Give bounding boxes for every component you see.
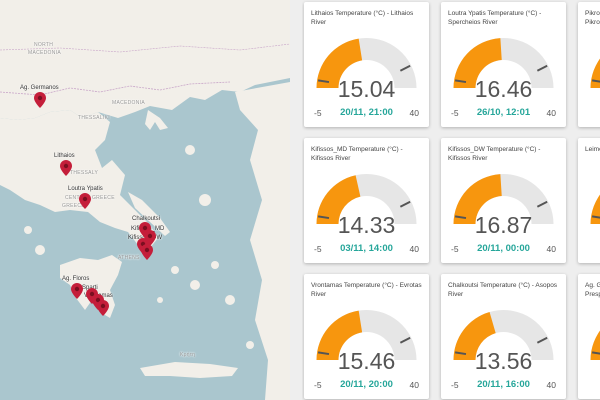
map-pin-icon <box>60 160 72 176</box>
gauge-threshold-mark <box>399 64 411 72</box>
gauge-dial <box>316 310 417 360</box>
map-pin-icon <box>79 193 91 209</box>
gauge-threshold-mark <box>454 215 467 220</box>
gauge-fill <box>453 311 496 360</box>
gauge-card[interactable]: Kifissos_MD Temperature (°C) - Kifissos … <box>304 138 429 263</box>
map-pin-icon <box>97 300 109 316</box>
gauge-dial <box>316 174 417 224</box>
gauge-card-title: Vrontamas Temperature (°C) - Evrotas Riv… <box>311 282 422 298</box>
gauge-threshold-mark <box>591 351 600 355</box>
gauge-min-label: -5 <box>451 380 459 390</box>
gauge-max-label: 40 <box>546 108 556 118</box>
gauge-max-label: 40 <box>409 380 419 390</box>
gauge-threshold-mark <box>536 336 548 344</box>
gauge-threshold-mark <box>536 200 548 208</box>
map-panel[interactable]: NORTH MACEDONIA MACEDONIA THESSALIKI THE… <box>0 0 290 400</box>
map-pin-ag-germanos[interactable] <box>34 92 46 108</box>
gauge-timestamp: 26/10, 12:01 <box>476 107 531 118</box>
gauge-max-label: 40 <box>409 244 419 254</box>
gauge-card[interactable]: Ag. Germanos Temperature (°C) - Prespa <box>578 274 600 399</box>
gauge-dial <box>453 38 554 88</box>
gauge-min-label: -5 <box>314 244 322 254</box>
gauge-threshold-mark <box>317 351 330 356</box>
gauge-timestamp: 20/11, 00:00 <box>477 243 530 254</box>
map-pin-loutra-ypatis[interactable] <box>79 193 91 209</box>
gauge-dial <box>590 58 600 88</box>
gauge-card[interactable]: Lithaios Temperature (°C) - Lithaios Riv… <box>304 2 429 127</box>
gauge-threshold-mark <box>399 336 411 344</box>
map-pin-icon <box>141 244 153 260</box>
gauge-card-title: Chalkoutsi Temperature (°C) - Asopos Riv… <box>448 282 558 298</box>
gauge-min-label: -5 <box>451 108 459 118</box>
gauge-max-label: 40 <box>546 244 556 254</box>
gauge-min-label: -5 <box>451 244 459 254</box>
gauge-card[interactable]: Loutra Ypatis Temperature (°C) - Sperche… <box>441 2 566 127</box>
gauge-threshold-mark <box>591 79 600 83</box>
gauge-threshold-mark <box>317 215 330 220</box>
gauge-card-title: Kifissos_DW Temperature (°C) - Kifissos … <box>448 146 541 162</box>
gauge-timestamp: 20/11, 16:00 <box>477 379 530 390</box>
gauge-value: 15.04 <box>337 76 396 102</box>
gauge-timestamp: 03/11, 14:00 <box>340 243 393 254</box>
gauge-card-title: Leimonas Temperature (°C) - River <box>585 146 600 153</box>
gauge-card-title: Ag. Germanos Temperature (°C) - Prespa <box>585 282 600 298</box>
gauge-min-label: -5 <box>314 380 322 390</box>
gauge-timestamp: 20/11, 21:00 <box>340 107 393 118</box>
gauge-threshold-mark <box>454 351 467 356</box>
gauge-fill <box>453 38 502 88</box>
gauge-card-title: Pikrodafni Temperature (°C) - Pikrodafni… <box>585 10 600 26</box>
gauge-timestamp: 20/11, 20:00 <box>340 379 393 390</box>
gauge-value: 16.87 <box>474 212 533 238</box>
gauge-dial <box>453 174 554 224</box>
gauge-cards-panel: Lithaios Temperature (°C) - Lithaios Riv… <box>302 0 600 400</box>
gauge-card-title: Lithaios Temperature (°C) - Lithaios Riv… <box>311 10 414 26</box>
gauge-fill <box>316 38 363 88</box>
gauge-threshold-mark <box>454 79 467 84</box>
gauge-min-label: -5 <box>314 108 322 118</box>
gauge-dial <box>316 38 417 88</box>
gauge-value: 13.56 <box>474 348 533 374</box>
map-pin-icon <box>34 92 46 108</box>
gauge-threshold-mark <box>591 215 600 219</box>
gauge-value: 16.46 <box>474 76 533 102</box>
gauge-dial <box>453 310 554 360</box>
gauge-dial <box>590 330 600 360</box>
gauge-max-label: 40 <box>546 380 556 390</box>
gauge-card[interactable]: Leimonas Temperature (°C) - River <box>578 138 600 263</box>
gauge-value: 14.33 <box>337 212 396 238</box>
gauge-threshold-mark <box>399 200 411 208</box>
panel-divider <box>290 0 302 400</box>
gauge-fill <box>316 175 361 224</box>
map-pin-pikrodafni[interactable] <box>141 244 153 260</box>
map-pin-icon <box>71 283 83 299</box>
gauge-card-title: Loutra Ypatis Temperature (°C) - Sperche… <box>448 10 542 26</box>
gauge-value: 15.46 <box>337 348 396 374</box>
gauge-card-title: Kifissos_MD Temperature (°C) - Kifissos … <box>311 146 403 162</box>
map-pin-lithaios[interactable] <box>60 160 72 176</box>
map-pin-ag-floros[interactable] <box>71 283 83 299</box>
gauge-threshold-mark <box>536 64 548 72</box>
map-land <box>0 0 290 400</box>
gauge-dial <box>590 194 600 224</box>
map-pin-leimonas[interactable] <box>97 300 109 316</box>
gauge-fill <box>453 174 502 224</box>
gauge-card[interactable]: Pikrodafni Temperature (°C) - Pikrodafni… <box>578 2 600 127</box>
gauge-card[interactable]: Chalkoutsi Temperature (°C) - Asopos Riv… <box>441 274 566 399</box>
gauge-fill <box>316 310 363 360</box>
gauge-threshold-mark <box>317 79 330 84</box>
gauge-max-label: 40 <box>409 108 419 118</box>
gauge-card[interactable]: Kifissos_DW Temperature (°C) - Kifissos … <box>441 138 566 263</box>
gauge-card[interactable]: Vrontamas Temperature (°C) - Evrotas Riv… <box>304 274 429 399</box>
